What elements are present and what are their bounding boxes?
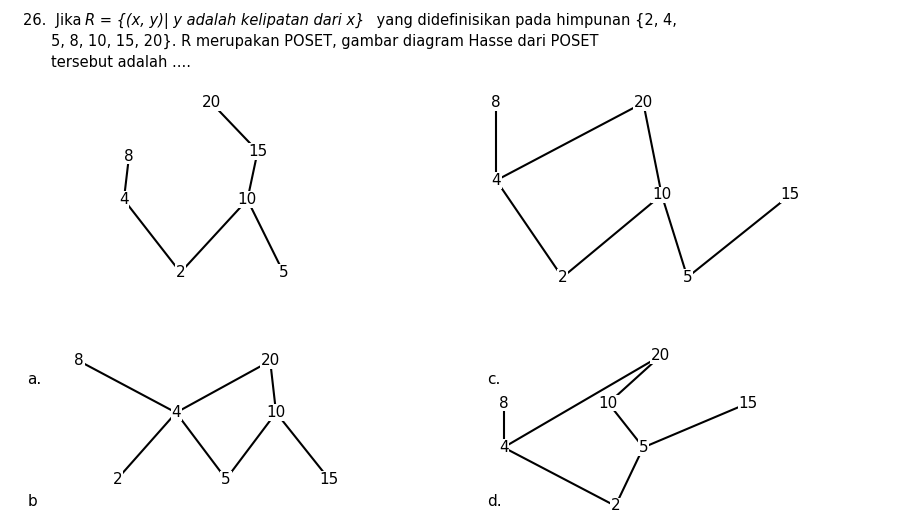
Text: 8: 8 — [499, 396, 508, 411]
Text: R = {(x, y)| y adalah kelipatan dari x}: R = {(x, y)| y adalah kelipatan dari x} — [85, 13, 364, 29]
Text: 8: 8 — [74, 354, 84, 368]
Text: d.: d. — [487, 494, 502, 509]
Text: tersebut adalah ....: tersebut adalah .... — [51, 55, 190, 70]
Text: b: b — [28, 494, 38, 509]
Text: c.: c. — [487, 372, 501, 386]
Text: 4: 4 — [171, 405, 181, 420]
Text: 5, 8, 10, 15, 20}. R merupakan POSET, gambar diagram Hasse dari POSET: 5, 8, 10, 15, 20}. R merupakan POSET, ga… — [51, 34, 598, 50]
Text: 10: 10 — [599, 396, 618, 411]
Text: a.: a. — [28, 372, 42, 386]
Text: 4: 4 — [492, 173, 501, 188]
Text: 5: 5 — [683, 270, 692, 285]
Text: 15: 15 — [739, 396, 757, 411]
Text: 20: 20 — [202, 95, 221, 110]
Text: 20: 20 — [634, 95, 652, 110]
Text: 8: 8 — [492, 95, 501, 110]
Text: 10: 10 — [238, 192, 257, 207]
Text: 10: 10 — [267, 405, 286, 420]
Text: 15: 15 — [781, 188, 800, 202]
Text: 8: 8 — [124, 149, 134, 163]
Text: 20: 20 — [652, 348, 670, 363]
Text: 20: 20 — [261, 354, 279, 368]
Text: 5: 5 — [278, 265, 289, 280]
Text: 10: 10 — [652, 188, 671, 202]
Text: 5: 5 — [639, 440, 648, 455]
Text: 2: 2 — [610, 499, 620, 513]
Text: 4: 4 — [119, 192, 129, 207]
Text: 15: 15 — [320, 472, 338, 486]
Text: 15: 15 — [248, 144, 267, 159]
Text: 4: 4 — [499, 440, 508, 455]
Text: 2: 2 — [558, 270, 567, 285]
Text: yang didefinisikan pada himpunan {2, 4,: yang didefinisikan pada himpunan {2, 4, — [372, 13, 677, 28]
Text: 26.  Jika: 26. Jika — [23, 13, 86, 28]
Text: 2: 2 — [112, 472, 122, 486]
Text: 5: 5 — [221, 472, 231, 486]
Text: 2: 2 — [176, 265, 186, 280]
